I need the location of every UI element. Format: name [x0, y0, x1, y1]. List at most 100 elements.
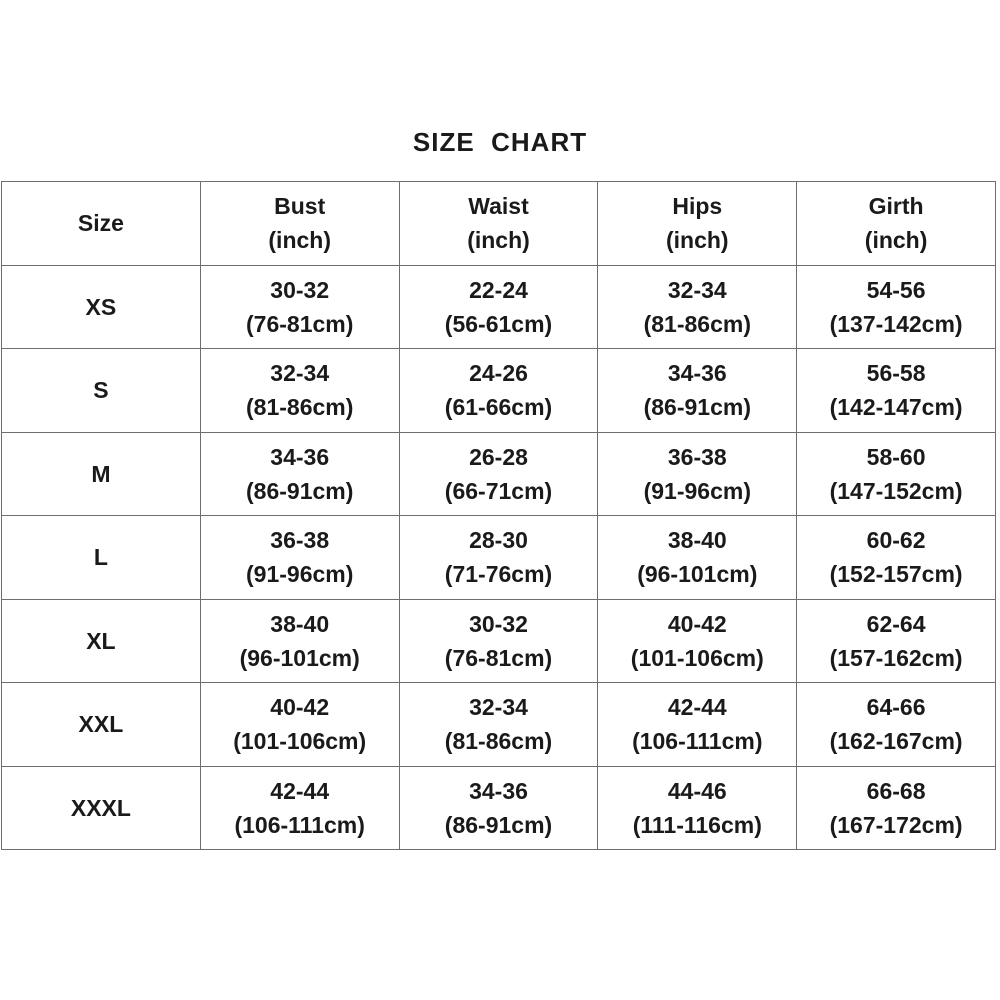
size-cell: XXL	[1, 682, 201, 767]
value-inch: 42-44	[270, 777, 330, 804]
value-cm: (167-172cm)	[829, 811, 963, 838]
value-cm: (76-81cm)	[444, 644, 553, 671]
table-row-xxl: XXL 40-42 (101-106cm) 32-34 (81-86cm) 42…	[1, 682, 996, 767]
value-cm: (61-66cm)	[444, 394, 553, 421]
hips-cell: 32-34 (81-86cm)	[597, 264, 798, 349]
table-row-s: S 32-34 (81-86cm) 24-26 (61-66cm) 34-36 …	[1, 348, 996, 433]
waist-cell: 28-30 (71-76cm)	[398, 515, 599, 600]
col-unit: (inch)	[268, 227, 331, 254]
hips-cell: 36-38 (91-96cm)	[597, 431, 798, 516]
girth-cell: 56-58 (142-147cm)	[796, 348, 996, 433]
table-row-xs: XS 30-32 (76-81cm) 22-24 (56-61cm) 32-34…	[1, 264, 996, 349]
header-row: Size Bust (inch) Waist (inch) Hips (inch…	[1, 181, 996, 266]
size-cell: M	[1, 431, 201, 516]
value-inch: 62-64	[866, 610, 926, 637]
waist-cell: 30-32 (76-81cm)	[398, 598, 599, 683]
value-inch: 66-68	[866, 777, 926, 804]
value-cm: (106-111cm)	[234, 811, 365, 838]
value-cm: (101-106cm)	[233, 728, 367, 755]
value-inch: 60-62	[866, 527, 926, 554]
bust-cell: 32-34 (81-86cm)	[199, 348, 400, 433]
hips-cell: 34-36 (86-91cm)	[597, 348, 798, 433]
value-cm: (157-162cm)	[829, 644, 963, 671]
value-inch: 54-56	[866, 276, 926, 303]
hips-cell: 44-46 (111-116cm)	[597, 765, 798, 850]
size-chart-table: Size Bust (inch) Waist (inch) Hips (inch…	[1, 181, 996, 850]
col-unit: (inch)	[665, 227, 729, 254]
col-unit: (inch)	[467, 227, 530, 254]
value-inch: 36-38	[667, 443, 727, 470]
value-inch: 42-44	[667, 694, 727, 721]
page-title: SIZE CHART	[412, 127, 588, 157]
value-cm: (86-91cm)	[246, 477, 354, 504]
value-cm: (96-101cm)	[239, 644, 360, 671]
value-inch: 30-32	[270, 276, 330, 303]
value-cm: (147-152cm)	[829, 477, 963, 504]
value-inch: 36-38	[270, 527, 330, 554]
table-row-m: M 34-36 (86-91cm) 26-28 (66-71cm) 36-38 …	[1, 431, 996, 516]
value-inch: 24-26	[469, 360, 528, 387]
value-cm: (106-111cm)	[632, 728, 763, 755]
girth-cell: 66-68 (167-172cm)	[796, 765, 996, 850]
hips-cell: 42-44 (106-111cm)	[597, 682, 798, 767]
value-inch: 30-32	[469, 610, 528, 637]
value-cm: (142-147cm)	[829, 394, 963, 421]
size-cell: S	[1, 348, 201, 433]
col-label: Bust	[274, 193, 326, 220]
bust-cell: 40-42 (101-106cm)	[199, 682, 400, 767]
value-inch: 28-30	[469, 527, 528, 554]
value-inch: 58-60	[866, 443, 926, 470]
value-cm: (81-86cm)	[246, 394, 354, 421]
waist-cell: 22-24 (56-61cm)	[398, 264, 599, 349]
value-inch: 32-34	[469, 694, 528, 721]
value-cm: (76-81cm)	[246, 310, 354, 337]
table-row-l: L 36-38 (91-96cm) 28-30 (71-76cm) 38-40 …	[1, 515, 996, 600]
table-row-xxxl: XXXL 42-44 (106-111cm) 34-36 (86-91cm) 4…	[1, 765, 996, 850]
waist-cell: 34-36 (86-91cm)	[398, 765, 599, 850]
bust-cell: 30-32 (76-81cm)	[199, 264, 400, 349]
waist-cell: 26-28 (66-71cm)	[398, 431, 599, 516]
bust-cell: 38-40 (96-101cm)	[199, 598, 400, 683]
size-cell: L	[1, 515, 201, 600]
value-inch: 40-42	[270, 694, 330, 721]
value-cm: (86-91cm)	[643, 394, 751, 421]
col-header-size: Size	[1, 181, 201, 266]
bust-cell: 36-38 (91-96cm)	[199, 515, 400, 600]
value-cm: (137-142cm)	[829, 310, 963, 337]
value-inch: 26-28	[469, 443, 528, 470]
value-cm: (162-167cm)	[829, 728, 963, 755]
value-cm: (66-71cm)	[444, 477, 553, 504]
girth-cell: 60-62 (152-157cm)	[796, 515, 996, 600]
value-cm: (111-116cm)	[632, 811, 762, 838]
value-cm: (91-96cm)	[246, 561, 354, 588]
value-cm: (101-106cm)	[630, 644, 764, 671]
value-cm: (56-61cm)	[444, 310, 553, 337]
girth-cell: 64-66 (162-167cm)	[796, 682, 996, 767]
value-inch: 34-36	[469, 777, 528, 804]
value-inch: 64-66	[866, 694, 926, 721]
value-cm: (81-86cm)	[643, 310, 751, 337]
waist-cell: 24-26 (61-66cm)	[398, 348, 599, 433]
girth-cell: 58-60 (147-152cm)	[796, 431, 996, 516]
value-inch: 34-36	[270, 443, 330, 470]
col-label: Hips	[672, 193, 723, 220]
col-label: Size	[77, 210, 124, 237]
hips-cell: 38-40 (96-101cm)	[597, 515, 798, 600]
col-header-bust: Bust (inch)	[199, 181, 400, 266]
waist-cell: 32-34 (81-86cm)	[398, 682, 599, 767]
value-cm: (71-76cm)	[444, 561, 553, 588]
value-inch: 22-24	[469, 276, 528, 303]
table-row-xl: XL 38-40 (96-101cm) 30-32 (76-81cm) 40-4…	[1, 598, 996, 683]
size-cell: XXXL	[1, 765, 201, 850]
value-inch: 56-58	[866, 360, 926, 387]
value-cm: (81-86cm)	[444, 728, 553, 755]
col-label: Girth	[868, 193, 924, 220]
girth-cell: 62-64 (157-162cm)	[796, 598, 996, 683]
value-inch: 34-36	[667, 360, 727, 387]
size-cell: XS	[1, 264, 201, 349]
bust-cell: 34-36 (86-91cm)	[199, 431, 400, 516]
bust-cell: 42-44 (106-111cm)	[199, 765, 400, 850]
size-cell: XL	[1, 598, 201, 683]
hips-cell: 40-42 (101-106cm)	[597, 598, 798, 683]
